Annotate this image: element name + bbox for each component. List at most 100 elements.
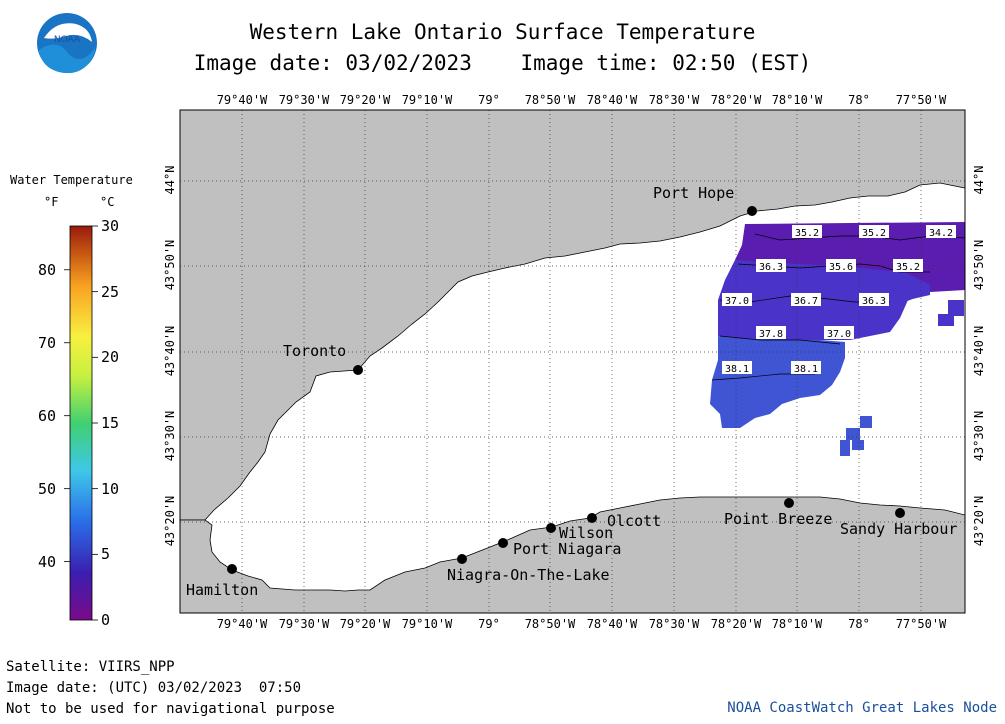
city-marker	[747, 206, 757, 216]
lat-label-left: 44°N	[163, 165, 177, 195]
lat-label-left: 43°50'N	[163, 239, 177, 291]
lon-label-top: 78°50'W	[524, 93, 576, 107]
lon-label-bottom: 79°40'W	[216, 617, 268, 631]
lon-label-bottom: 79°20'W	[339, 617, 391, 631]
legend-unit-f: °F	[44, 195, 59, 209]
contour-label: 38.1	[794, 364, 818, 375]
contour-label: 38.1	[725, 364, 749, 375]
city-marker	[457, 554, 467, 564]
legend-f-tick: 70	[38, 333, 57, 352]
map-frame	[179, 109, 966, 614]
city-marker	[353, 365, 363, 375]
lon-label-top: 79°20'W	[339, 93, 391, 107]
legend-f-tick: 50	[38, 479, 57, 498]
contour-labels: 35.2 35.2 34.2 36.3 35.6 35.2 37.0 36.7 36.3 37.8…	[722, 225, 956, 375]
legend-c-tick: 10	[101, 479, 120, 498]
legend-c-tick: 25	[101, 282, 120, 301]
city-label: Point Breeze	[724, 510, 832, 528]
contour-label-box	[926, 225, 956, 238]
lat-label-left: 43°30'N	[163, 410, 177, 462]
city-label: Hamilton	[186, 581, 258, 599]
lon-label-bottom: 77°50'W	[895, 617, 947, 631]
lon-label-bottom: 79°10'W	[401, 617, 453, 631]
lon-label-top: 78°10'W	[771, 93, 823, 107]
contour-label-box	[722, 361, 752, 374]
city-marker	[546, 523, 556, 533]
lon-label-bottom: 78°40'W	[586, 617, 638, 631]
city-label: Port Niagara	[513, 540, 621, 558]
contour-label: 37.8	[759, 329, 783, 340]
contour-label: 35.2	[795, 228, 819, 239]
contour-label-box	[756, 259, 786, 272]
cities: Port Hope Toronto Hamilton Niagra-On-The-La…	[186, 184, 957, 599]
city-marker	[784, 498, 794, 508]
contour-label-box	[893, 259, 923, 272]
contour-label-box	[792, 225, 822, 238]
lon-label-bottom: 78°30'W	[648, 617, 700, 631]
city-label: Wilson	[559, 524, 613, 542]
contour-label-box	[791, 293, 821, 306]
lon-label-bottom: 78°50'W	[524, 617, 576, 631]
lon-label-top: 78°30'W	[648, 93, 700, 107]
graticule	[180, 110, 965, 613]
lon-label-bottom: 78°20'W	[710, 617, 762, 631]
lon-label-bottom: 78°	[848, 617, 870, 631]
legend-c-tick: 5	[101, 545, 111, 564]
contour-label-box	[859, 293, 889, 306]
logo-text: NOAA	[54, 35, 81, 45]
lon-label-bottom: 78°10'W	[771, 617, 823, 631]
page-title: Western Lake Ontario Surface Temperature	[249, 20, 756, 44]
lat-label-right: 43°20'N	[972, 495, 986, 547]
city-marker	[498, 538, 508, 548]
credit-label: NOAA CoastWatch Great Lakes Node	[727, 700, 997, 716]
color-scale-bar	[69, 225, 93, 621]
legend-f-tick: 40	[38, 552, 57, 571]
lon-label-bottom: 79°	[478, 617, 500, 631]
contour-label: 37.0	[827, 329, 851, 340]
contour-label-box	[859, 225, 889, 238]
city-label: Toronto	[283, 342, 346, 360]
image-time: Image time: 02:50 (EST)	[520, 51, 812, 75]
satellite-label: Satellite: VIIRS_NPP	[6, 659, 175, 675]
lon-label-top: 79°10'W	[401, 93, 453, 107]
contour-label-box	[722, 293, 752, 306]
contour-label-box	[824, 326, 854, 339]
city-label: Niagra-On-The-Lake	[447, 566, 610, 584]
lat-label-left: 43°20'N	[163, 495, 177, 547]
contour-label: 34.2	[929, 228, 953, 239]
contour-label: 36.3	[862, 296, 886, 307]
city-marker	[227, 564, 237, 574]
contour-label-box	[826, 259, 856, 272]
legend-unit-c: °C	[100, 195, 115, 209]
lat-label-left: 43°40'N	[163, 325, 177, 377]
north-shore-land	[179, 109, 966, 521]
contour-label: 35.2	[862, 228, 886, 239]
contour-label: 35.2	[896, 262, 920, 273]
lon-label-top: 79°30'W	[278, 93, 330, 107]
legend-c-tick: 0	[101, 611, 111, 629]
contour-label-box	[791, 361, 821, 374]
lat-label-right: 44°N	[972, 165, 986, 195]
south-shore-land	[179, 496, 966, 614]
contour-label: 36.7	[794, 296, 818, 307]
legend-c-tick: 30	[101, 217, 120, 235]
legend-c-tick: 20	[101, 348, 120, 367]
legend-f-tick: 60	[38, 406, 57, 425]
image-date-time: Image date: 03/02/2023 Image time: 02:50…	[0, 51, 1005, 75]
city-marker	[895, 508, 905, 518]
lon-label-top: 78°40'W	[586, 93, 638, 107]
city-marker	[587, 513, 597, 523]
legend-c-tick: 15	[101, 414, 120, 432]
contour-label: 36.3	[759, 262, 783, 273]
legend-f-tick: 80	[38, 260, 57, 279]
image-date: Image date: 03/02/2023	[193, 51, 472, 75]
lon-label-top: 79°40'W	[216, 93, 268, 107]
contour-label: 35.6	[829, 262, 853, 273]
contour-label: 37.0	[725, 296, 749, 307]
lat-label-right: 43°30'N	[972, 410, 986, 462]
city-label: Port Hope	[653, 184, 734, 202]
legend-tick-marks	[64, 225, 98, 621]
city-label: Sandy Harbour	[840, 520, 957, 538]
lon-label-top: 77°50'W	[895, 93, 947, 107]
